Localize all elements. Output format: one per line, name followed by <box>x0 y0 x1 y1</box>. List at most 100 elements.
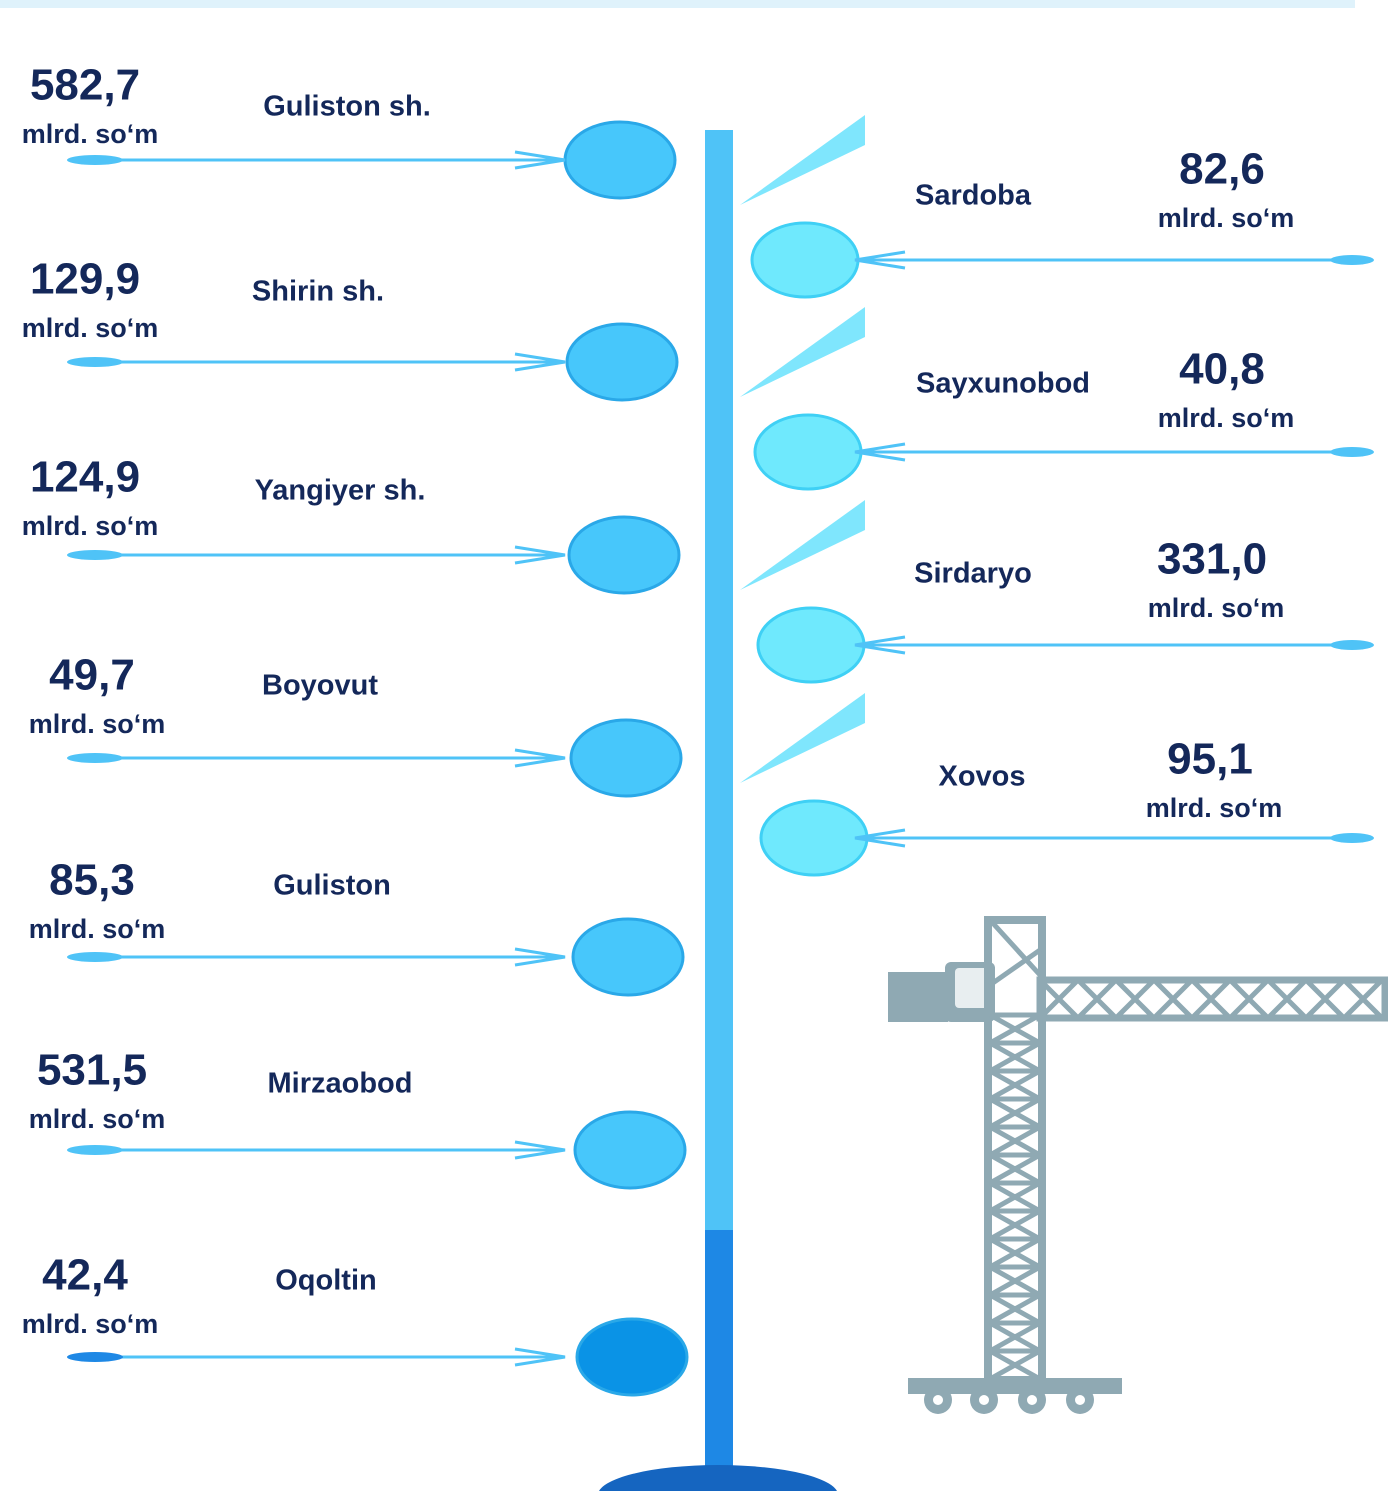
lattice <box>988 1320 1042 1354</box>
plant <box>550 20 869 1496</box>
lattice <box>988 1208 1042 1242</box>
unit: mlrd. so‘m <box>22 119 159 149</box>
value: 582,7 <box>30 61 140 110</box>
leaf-bud <box>565 322 679 402</box>
pointer-arrow <box>514 1140 566 1160</box>
pointer-arrow <box>854 250 906 270</box>
lattice <box>1152 978 1194 1020</box>
crane <box>735 885 1388 1460</box>
unit: mlrd. so‘m <box>1146 793 1283 823</box>
lattice <box>988 1068 1042 1102</box>
wheel-hub <box>1027 1395 1037 1405</box>
pointer-arrow <box>514 748 566 768</box>
pointer-dot <box>1330 447 1374 457</box>
name: Xovos <box>938 761 1025 793</box>
leaf-bud <box>750 221 860 299</box>
pointer-arrow <box>514 150 566 170</box>
leaf-bud <box>569 718 683 798</box>
leaf-highlight <box>550 1010 690 1105</box>
unit: mlrd. so‘m <box>22 1309 159 1339</box>
pointer-arrow <box>854 828 906 848</box>
wheel-hub <box>933 1395 943 1405</box>
crane-base <box>908 1378 1122 1394</box>
pointer-dot <box>1330 640 1374 650</box>
lattice <box>988 1236 1042 1270</box>
value: 49,7 <box>49 651 135 700</box>
leaf-highlight <box>740 307 865 397</box>
leaf <box>550 1217 690 1312</box>
leaf <box>550 415 690 510</box>
pointer-dot <box>1330 833 1374 843</box>
leaf-highlight <box>550 1217 690 1312</box>
leaf <box>550 20 690 115</box>
name: Yangiyer sh. <box>255 475 426 507</box>
lattice <box>988 1180 1042 1214</box>
lattice <box>988 1152 1042 1186</box>
top-bar <box>0 0 1355 8</box>
leaf-bud <box>567 515 681 595</box>
value: 531,5 <box>37 1046 147 1095</box>
lattice <box>988 918 1042 988</box>
name: Boyovut <box>262 670 378 702</box>
pointer-arrow <box>514 1347 566 1367</box>
pointer-dot <box>67 952 123 962</box>
lattice <box>1342 978 1384 1020</box>
pointer-arrow <box>854 442 906 462</box>
items: 582,7 mlrd. so‘m Guliston sh. 129,9 mlrd. so… <box>22 61 1374 1367</box>
name: Sayxunobod <box>916 368 1090 400</box>
lattice <box>1190 978 1232 1020</box>
name: Sirdaryo <box>914 558 1032 590</box>
pointer-arrow <box>854 635 906 655</box>
leaf-bud <box>573 1110 687 1190</box>
pointer-dot <box>67 753 123 763</box>
leaf <box>550 222 690 317</box>
leaf-highlight <box>740 693 865 783</box>
pointer-dot <box>67 1145 123 1155</box>
lattice <box>1038 978 1080 1020</box>
lattice <box>988 1348 1042 1382</box>
value: 85,3 <box>49 856 135 905</box>
leaf-bud <box>756 606 866 684</box>
unit: mlrd. so‘m <box>1158 403 1295 433</box>
name: Shirin sh. <box>252 276 384 308</box>
value: 129,9 <box>30 255 140 304</box>
unit: mlrd. so‘m <box>29 1104 166 1134</box>
unit: mlrd. so‘m <box>29 709 166 739</box>
lattice <box>1304 978 1346 1020</box>
lattice <box>1076 978 1118 1020</box>
value: 124,9 <box>30 453 140 502</box>
pointer-arrow <box>514 947 566 967</box>
pointer-dot <box>67 155 123 165</box>
leaf-bud <box>753 413 863 491</box>
leaf-highlight <box>550 415 690 510</box>
name: Mirzaobod <box>268 1068 413 1100</box>
name: Guliston sh. <box>263 91 431 123</box>
leaf <box>550 1010 690 1105</box>
leaf <box>550 817 690 912</box>
pointer-dot <box>67 1352 123 1362</box>
leaf-bud <box>575 1317 689 1397</box>
leaf-bud <box>759 799 869 877</box>
value: 95,1 <box>1167 735 1253 784</box>
leaf-bud <box>571 917 685 997</box>
name: Oqoltin <box>275 1265 376 1297</box>
leaf-highlight <box>550 618 690 713</box>
lattice <box>1266 978 1308 1020</box>
wheel-hub <box>979 1395 989 1405</box>
leaf-highlight <box>550 20 690 115</box>
leaf-highlight <box>740 115 865 205</box>
unit: mlrd. so‘m <box>1148 593 1285 623</box>
lattice <box>988 1124 1042 1158</box>
value: 82,6 <box>1179 145 1265 194</box>
leaf-highlight <box>550 817 690 912</box>
unit: mlrd. so‘m <box>29 914 166 944</box>
lattice <box>988 1096 1042 1130</box>
lattice <box>988 1292 1042 1326</box>
pointer-dot <box>1330 255 1374 265</box>
pointer-dot <box>67 550 123 560</box>
name: Guliston <box>273 870 391 902</box>
leaf-bud <box>563 120 677 200</box>
unit: mlrd. so‘m <box>1158 203 1295 233</box>
value: 42,4 <box>42 1251 128 1300</box>
